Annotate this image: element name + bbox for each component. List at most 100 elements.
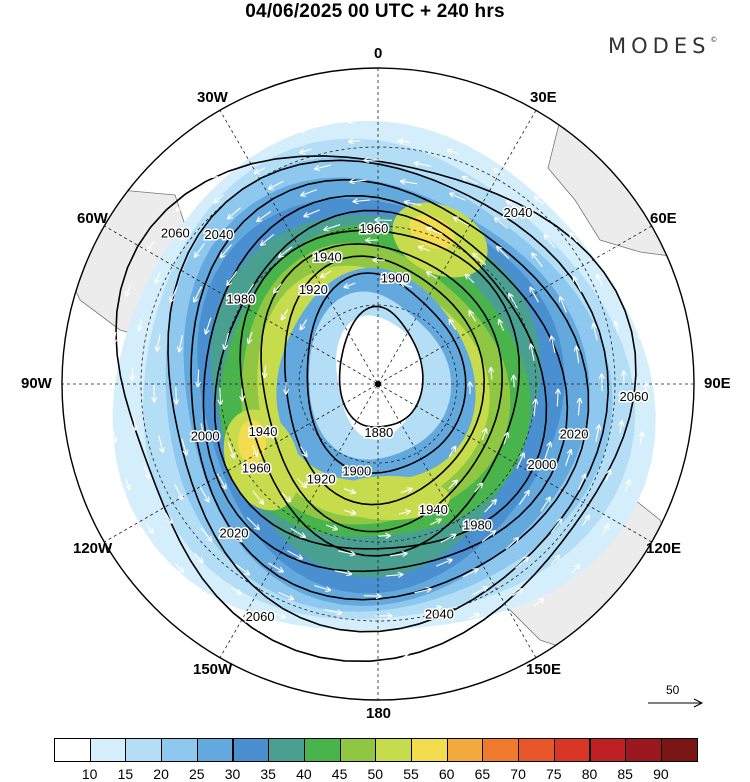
wind-arrow (301, 189, 318, 196)
colorbar-swatch (303, 738, 341, 762)
contour-label: 2000 (527, 457, 556, 472)
wind-arrow (465, 275, 475, 284)
wind-arrow (231, 586, 241, 594)
wind-arrow (570, 233, 578, 243)
wind-arrow (244, 283, 255, 298)
height-contour (239, 229, 521, 557)
wind-arrow (605, 470, 610, 482)
wind-arrow (261, 233, 275, 245)
wind-arrow (287, 550, 302, 559)
longitude-label-lon-120w: 120W (73, 540, 113, 557)
wind-arrow (113, 430, 115, 443)
wind-arrow (474, 483, 483, 493)
brand-name: MODES (608, 34, 711, 58)
wind-arrow (273, 612, 285, 618)
wind-arrow (462, 569, 478, 578)
wind-arrow (405, 202, 422, 206)
wind-arrow (578, 398, 580, 416)
wind-arrow (254, 144, 265, 150)
contour-label: 1940 (313, 250, 342, 265)
wind-arrow (419, 247, 431, 252)
wind-arrow (557, 389, 558, 407)
wind-arrow (257, 211, 272, 222)
wind-arrow (246, 517, 259, 530)
longitude-label-lon-60e: 60E (650, 210, 677, 227)
wind-arrow (414, 163, 432, 167)
brand-mark: © (710, 36, 718, 44)
wind-arrow (214, 194, 224, 203)
wind-arrow (481, 531, 495, 543)
wind-arrow (155, 271, 161, 283)
contour-label: 2020 (560, 426, 589, 441)
contour-labels: 1880 1900 1900 1920 1920 1940 1940 1940 1960 1960… (159, 203, 650, 625)
wind-arrow (315, 250, 326, 256)
longitude-label-lon-90w: 90W (21, 375, 52, 392)
wind-arrow (516, 453, 524, 469)
wind-arrow (378, 536, 390, 537)
colorbar-swatch (411, 738, 448, 762)
wind-arrow (363, 596, 381, 597)
colorbar-swatch (232, 738, 270, 762)
wind-arrow (497, 247, 510, 259)
colorbar-swatch (161, 738, 198, 762)
wind-arrow (348, 121, 361, 122)
wind-arrow (446, 129, 459, 132)
wind-arrow (349, 141, 361, 142)
wind-arrow (515, 557, 528, 569)
wind-arrow (132, 367, 133, 380)
wind-arrow (640, 432, 642, 445)
longitude-label-lon-150e: 150E (526, 661, 562, 678)
contour-label: 1920 (299, 282, 328, 297)
contour-label: 2020 (220, 525, 249, 540)
wind-arrow (114, 331, 116, 344)
colorbar-tick-label: 70 (510, 766, 526, 782)
wind-speed-band (336, 315, 424, 440)
wind-arrow (264, 365, 265, 378)
wind-arrow (125, 478, 130, 489)
colorbar-swatch (196, 738, 234, 762)
contour-label: 2060 (620, 389, 649, 404)
wind-arrow (277, 591, 293, 599)
wind-arrow (499, 320, 505, 331)
wind-arrow (248, 331, 253, 343)
wind-arrow (518, 491, 529, 506)
wind-arrow (576, 346, 579, 364)
wind-arrow (194, 286, 202, 302)
wind-arrow (424, 607, 442, 612)
wind-arrow (366, 240, 378, 241)
jet-maximum (238, 420, 266, 464)
wind-arrow (199, 486, 209, 502)
wind-arrow (146, 522, 153, 533)
colorbar-tick-label: 80 (581, 766, 598, 782)
wind-arrow (343, 510, 356, 513)
wind-arrow (533, 599, 544, 607)
wind-arrow (300, 149, 312, 153)
wind-arrow (314, 584, 330, 591)
wind-arrow (509, 294, 518, 309)
south-pole-marker (375, 381, 381, 387)
wind-arrow (448, 446, 455, 457)
colorbar-tick-label: 35 (260, 766, 276, 782)
wind-arrow (444, 644, 457, 647)
contour-label: 1900 (342, 464, 371, 479)
wind-arrow (491, 626, 502, 632)
wind-arrow (217, 473, 226, 489)
wind-arrow (626, 286, 631, 298)
height-contour (283, 255, 486, 506)
wind-arrow (321, 629, 333, 632)
wind-arrow (346, 654, 358, 655)
wind-arrow (274, 283, 282, 293)
wind-arrow (535, 171, 546, 179)
wind-arrow (420, 630, 432, 632)
wind-arrow (544, 235, 556, 249)
wind-arrow (620, 421, 622, 433)
longitude-label-lon-150w: 150W (193, 661, 233, 678)
wind-arrow (300, 128, 312, 131)
wind-arrow (534, 399, 536, 417)
wind-arrow (344, 282, 356, 287)
wind-arrow (198, 369, 199, 387)
map-boundary (61, 67, 695, 701)
colorbar-tick-label: 90 (653, 766, 669, 782)
wind-arrow (255, 167, 266, 174)
